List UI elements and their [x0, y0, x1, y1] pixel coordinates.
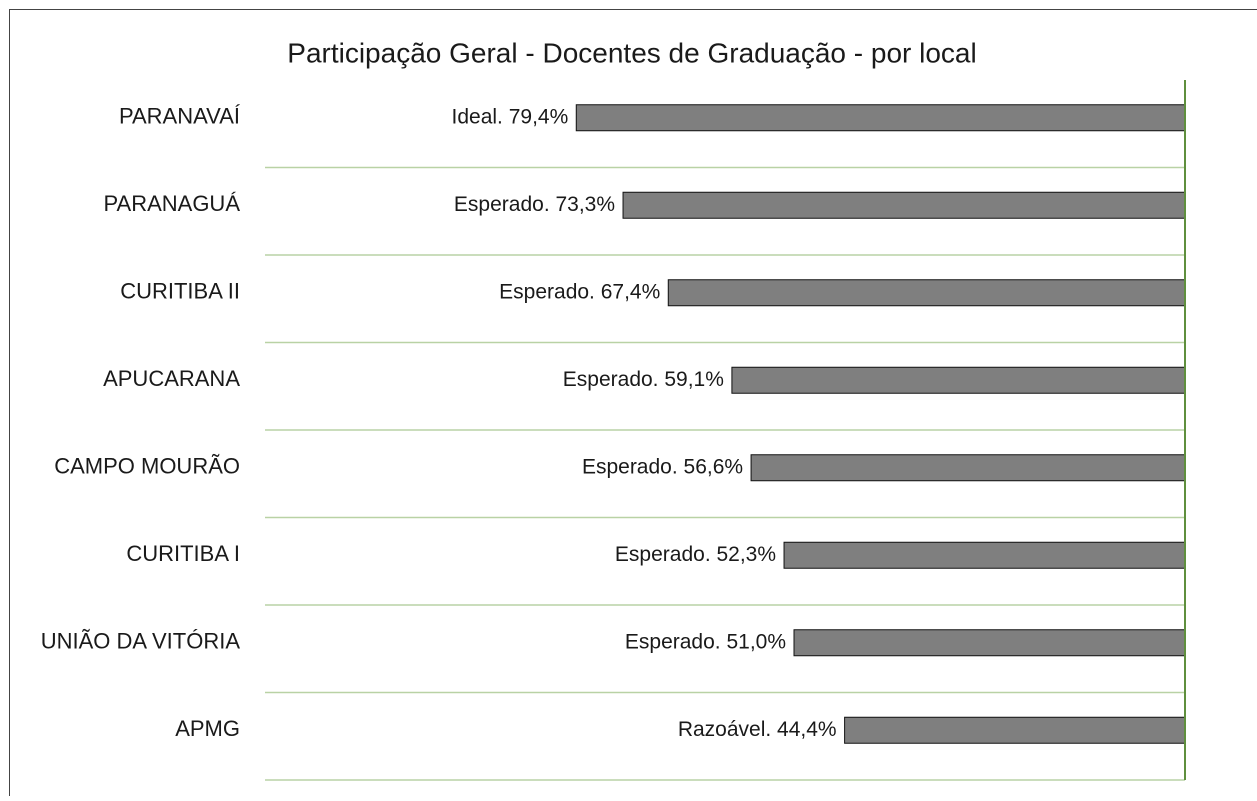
bar [794, 630, 1185, 656]
y-tick-label: PARANAVAÍ [119, 104, 241, 129]
data-label: Esperado. 52,3% [615, 543, 776, 566]
y-tick-label: CAMPO MOURÃO [54, 454, 240, 479]
bar [576, 105, 1185, 131]
y-tick-label: CURITIBA II [120, 279, 240, 304]
data-label: Ideal. 79,4% [452, 105, 569, 128]
bar [784, 542, 1185, 568]
data-label: Esperado. 51,0% [625, 630, 786, 653]
y-tick-label: APUCARANA [103, 366, 240, 391]
bar [845, 717, 1185, 743]
bar [623, 192, 1185, 218]
bar [668, 280, 1185, 306]
bar [732, 367, 1185, 393]
chart-title: Participação Geral - Docentes de Graduaç… [287, 37, 976, 68]
y-tick-label: CURITIBA I [126, 541, 240, 566]
data-label: Razoável. 44,4% [678, 718, 837, 741]
data-label: Esperado. 67,4% [499, 280, 660, 303]
y-tick-label: UNIÃO DA VITÓRIA [41, 629, 241, 654]
bar [751, 455, 1185, 481]
y-tick-label: APMG [175, 716, 240, 741]
y-tick-label: PARANAGUÁ [103, 191, 240, 216]
data-label: Esperado. 59,1% [563, 368, 724, 391]
data-label: Esperado. 56,6% [582, 455, 743, 478]
data-label: Esperado. 73,3% [454, 193, 615, 216]
